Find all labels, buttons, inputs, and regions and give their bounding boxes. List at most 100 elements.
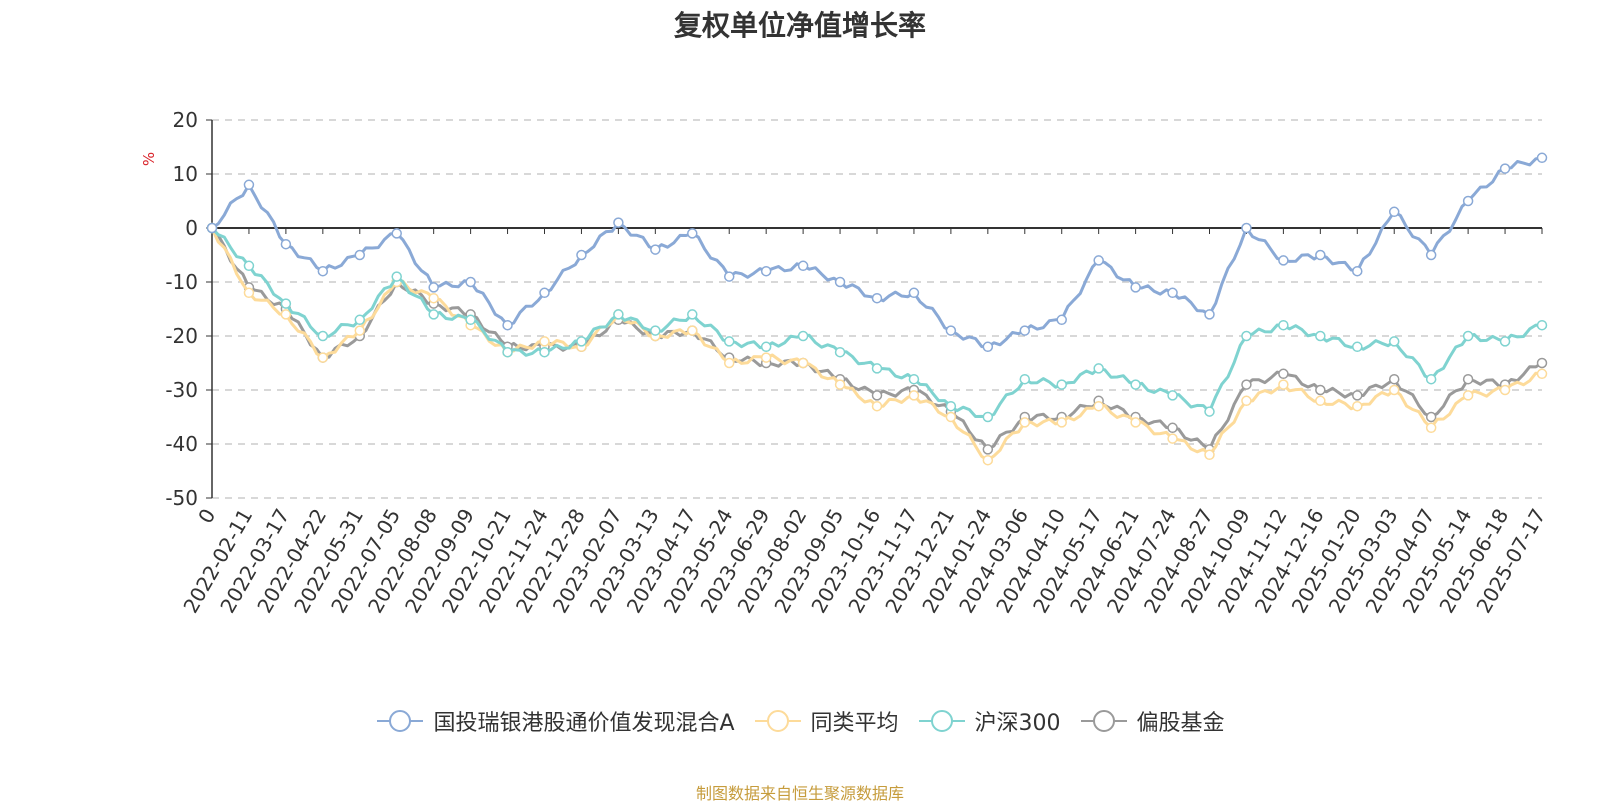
data-point (1093, 363, 1104, 374)
data-point (1462, 390, 1474, 401)
legend-item-peer-average[interactable]: 同类平均 (753, 705, 899, 737)
data-point (982, 341, 994, 353)
data-point (1536, 368, 1548, 380)
data-point (1019, 417, 1031, 428)
data-point (871, 390, 883, 401)
data-point (982, 411, 994, 423)
data-point (1167, 422, 1178, 434)
data-point (243, 260, 255, 272)
data-point (1241, 379, 1252, 390)
y-tick-label: 10 (173, 162, 198, 186)
data-point (613, 309, 624, 320)
data-point (982, 454, 994, 466)
data-point (1388, 384, 1400, 396)
data-point (428, 282, 439, 293)
data-point (687, 325, 698, 336)
data-point (1352, 341, 1363, 353)
data-point (1093, 400, 1104, 412)
chart-title: 复权单位净值增长率 (673, 9, 926, 42)
data-point (1425, 373, 1437, 385)
legend-item-fund[interactable]: 国投瑞银港股通价值发现混合A (375, 705, 735, 737)
y-tick-label: 20 (173, 108, 198, 132)
data-point (1536, 152, 1548, 164)
data-point (1388, 373, 1400, 385)
data-point (280, 309, 292, 320)
y-tick-label: -10 (165, 270, 198, 294)
data-point (243, 179, 255, 191)
data-point (1499, 384, 1511, 396)
data-point (1315, 330, 1326, 342)
data-point (539, 336, 550, 347)
data-point (797, 260, 809, 272)
y-tick-label: -30 (165, 378, 198, 402)
data-point (908, 287, 920, 299)
data-point (760, 352, 772, 363)
data-point (1167, 287, 1178, 299)
data-point (317, 265, 329, 277)
data-point (797, 357, 809, 369)
data-point (1278, 255, 1289, 266)
data-point (243, 287, 255, 299)
data-point (1056, 314, 1067, 326)
legend-label: 同类平均 (810, 711, 899, 736)
legend-marker-icon (754, 710, 801, 732)
data-source-note: 制图数据来自恒生聚源数据库 (695, 784, 904, 803)
data-point (1093, 255, 1104, 266)
data-point (945, 400, 957, 412)
data-point (428, 292, 439, 304)
data-point (1241, 395, 1252, 407)
data-point (1204, 449, 1215, 461)
data-point (391, 271, 402, 282)
data-point (354, 325, 366, 336)
data-point (760, 265, 772, 277)
data-point (502, 319, 513, 331)
data-point (539, 287, 550, 299)
data-point (1315, 395, 1326, 407)
data-point (1499, 336, 1511, 347)
data-point (871, 400, 883, 412)
data-point (354, 314, 366, 326)
legend-label: 偏股基金 (1136, 711, 1225, 736)
data-point (539, 346, 550, 358)
data-point (650, 325, 661, 336)
chart-legend: 国投瑞银港股通价值发现混合A 同类平均 沪深300 偏股基金 (0, 705, 1600, 737)
line-chart: 20100-10-20-30-40-5002022-02-112022-03-1… (165, 108, 1550, 617)
data-point (280, 238, 292, 250)
data-point (1019, 325, 1031, 336)
legend-marker-icon (1080, 710, 1127, 732)
data-point (687, 309, 698, 320)
data-point (871, 292, 883, 304)
data-point (1130, 282, 1141, 293)
data-point (650, 244, 661, 255)
x-tick-label: 0 (193, 505, 220, 528)
data-point (1352, 400, 1363, 412)
legend-item-csi300[interactable]: 沪深300 (917, 705, 1061, 737)
series-line (211, 156, 1543, 349)
data-point (1130, 417, 1141, 428)
data-point (1425, 422, 1437, 434)
data-point (1352, 265, 1363, 277)
data-point (797, 330, 809, 342)
data-point (502, 346, 513, 358)
data-point (1204, 309, 1215, 320)
data-point (576, 249, 587, 261)
data-point (1462, 195, 1474, 207)
legend-item-equity-funds[interactable]: 偏股基金 (1079, 705, 1225, 737)
y-tick-label: -50 (165, 486, 198, 510)
legend-marker-icon (918, 710, 965, 732)
data-point (1278, 319, 1289, 331)
y-tick-label: -20 (165, 324, 198, 348)
data-point (945, 411, 957, 423)
data-point (1204, 406, 1215, 417)
data-point (1352, 390, 1363, 401)
data-point (1388, 206, 1400, 218)
data-point (1425, 411, 1437, 423)
data-point (1536, 319, 1548, 331)
data-point (945, 325, 957, 336)
data-point (1278, 368, 1289, 380)
data-point (428, 309, 439, 320)
y-tick-label: 0 (185, 216, 198, 240)
data-point (1056, 417, 1067, 428)
data-point (1241, 330, 1252, 342)
data-point (871, 363, 883, 374)
